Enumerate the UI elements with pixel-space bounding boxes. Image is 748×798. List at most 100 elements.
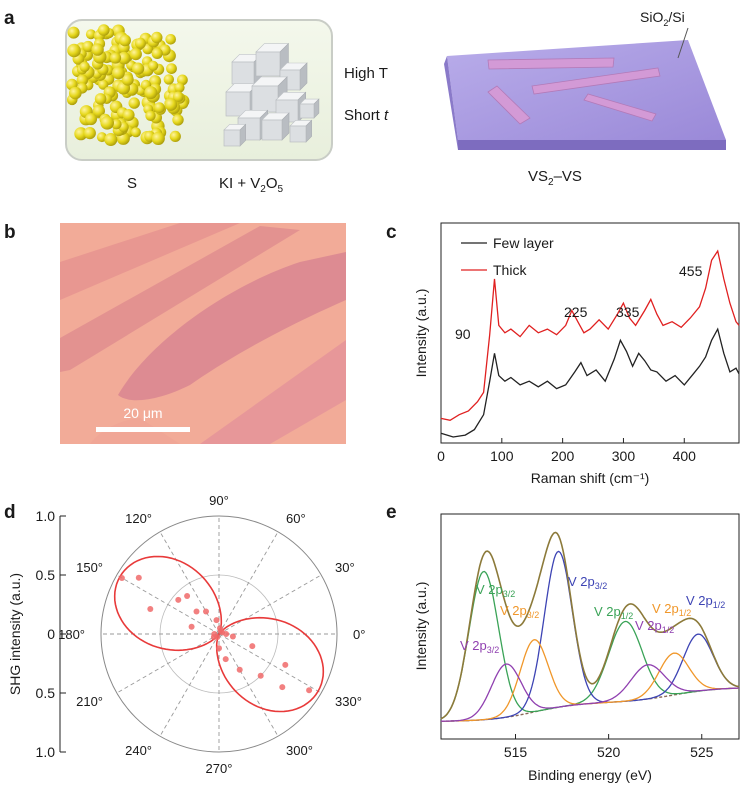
- data-point: [213, 617, 220, 624]
- flake: [531, 67, 661, 95]
- polar-angle-labels: 0° 30° 60° 90° 120° 150° 180° 210° 240° 270° 300° 3…: [58, 493, 365, 776]
- sulfur-particle: [129, 48, 142, 61]
- polar-spoke: [116, 633, 220, 694]
- sulfur-particle: [98, 79, 109, 90]
- panel-a: a S KI + V2O5 High T Short t SiO2/Si VS2…: [4, 8, 726, 195]
- radial-tick-label: 1.0: [36, 744, 56, 760]
- sulfur-particle: [109, 52, 122, 64]
- scale-bar-label: 20 μm: [123, 405, 162, 421]
- salt-cube: [231, 61, 255, 85]
- data-point: [236, 666, 243, 673]
- sulfur-particle: [85, 113, 97, 126]
- panel-letter-b: b: [4, 222, 16, 243]
- panel-letter-c: c: [386, 222, 397, 243]
- scale-bar: [96, 427, 190, 432]
- peak-label-e: V 2p1/2: [686, 593, 725, 610]
- data-point: [135, 574, 142, 581]
- x-axis-label-e: Binding energy (eV): [528, 767, 652, 783]
- substrate-illustration: [444, 27, 726, 150]
- substrate-edge: [444, 56, 458, 150]
- angle-label: 0°: [353, 627, 365, 642]
- sulfur-particle: [134, 37, 146, 49]
- radial-tick-label: 0.5: [36, 685, 56, 701]
- polar-ring: [100, 515, 338, 753]
- sulfur-particle: [164, 98, 178, 111]
- panel-letter-e: e: [386, 502, 397, 523]
- data-point: [188, 623, 195, 630]
- sulfur-particle: [69, 86, 82, 100]
- angle-label: 330°: [335, 694, 362, 709]
- sulfur-particle: [172, 114, 184, 126]
- data-point: [249, 643, 256, 650]
- panel-letter-a: a: [4, 8, 15, 29]
- polar-spoke: [218, 574, 322, 635]
- data-point: [282, 661, 289, 668]
- sulfur-particle: [74, 127, 88, 141]
- flake: [583, 93, 657, 122]
- sulfur-particle: [173, 91, 184, 102]
- sulfur-particle: [144, 86, 158, 100]
- data-point: [214, 634, 221, 641]
- angle-label: 270°: [206, 761, 233, 776]
- flake-region: [118, 252, 346, 401]
- peak-label-e: V 2p3/2: [500, 603, 539, 620]
- sulfur-particle: [148, 60, 159, 71]
- plot-frame-c: [440, 222, 740, 444]
- xps-curves: [440, 531, 740, 722]
- condition-time: Short t: [344, 107, 389, 124]
- salt-cube: [289, 125, 307, 143]
- x-tick-label: 400: [673, 448, 697, 464]
- x-tick-label: 300: [612, 448, 636, 464]
- peak-label: 455: [679, 263, 703, 279]
- sulfur-particle: [83, 127, 96, 140]
- sulfur-crystal-image: [66, 24, 190, 146]
- data-point: [203, 608, 209, 615]
- data-point: [184, 593, 191, 599]
- sulfur-particle: [85, 29, 96, 40]
- component-green: [440, 570, 739, 720]
- data-point: [306, 687, 313, 694]
- x-axis-c: 0 100 200 300 400: [437, 438, 696, 464]
- series-thick: [440, 249, 740, 421]
- product-label: VS2–VS: [528, 168, 582, 188]
- sulfur-particle: [76, 74, 89, 86]
- angle-label: 240°: [125, 743, 152, 758]
- flake: [487, 85, 531, 125]
- salt-cube: [261, 119, 283, 141]
- component-purple: [441, 663, 739, 722]
- angle-label: 150°: [76, 560, 103, 575]
- data-point: [223, 631, 230, 637]
- sulfur-particle: [145, 110, 156, 122]
- sulfur-particle: [130, 127, 141, 138]
- panel-c: c 0 100 200 300 400 Raman shift (cm⁻¹) Inten…: [386, 222, 740, 486]
- sulfur-label: S: [127, 175, 137, 192]
- data-point: [216, 645, 222, 652]
- sulfur-particle: [100, 116, 114, 130]
- legend-label-few-layer: Few layer: [493, 235, 554, 251]
- background-curve: [441, 687, 739, 722]
- flake-region: [200, 340, 346, 444]
- sulfur-particle: [132, 62, 145, 75]
- salt-crystal-image: [223, 42, 320, 147]
- polar-spoke: [159, 531, 220, 635]
- sulfur-particle: [165, 34, 176, 45]
- panel-b: b 20 μm: [4, 222, 346, 444]
- sulfur-particle: [122, 109, 135, 121]
- angle-label: 120°: [125, 511, 152, 526]
- angle-label: 30°: [335, 560, 355, 575]
- salt-cube: [251, 85, 279, 113]
- sulfur-particle: [67, 26, 80, 39]
- peak-label-e: V 2p1/2: [635, 618, 674, 635]
- angle-label: 300°: [286, 743, 313, 758]
- x-tick-label: 515: [504, 744, 528, 760]
- sulfur-particle: [117, 51, 131, 65]
- sulfur-particle: [151, 31, 163, 44]
- polar-spoke: [116, 574, 220, 635]
- flake-region: [60, 223, 240, 300]
- sulfur-particle: [91, 43, 104, 56]
- precursor-label: KI + V2O5: [219, 175, 284, 195]
- peak-label-e: V 2p3/2: [460, 638, 499, 655]
- data-point: [175, 596, 182, 603]
- flake-region: [60, 226, 300, 372]
- substrate-side: [458, 140, 726, 150]
